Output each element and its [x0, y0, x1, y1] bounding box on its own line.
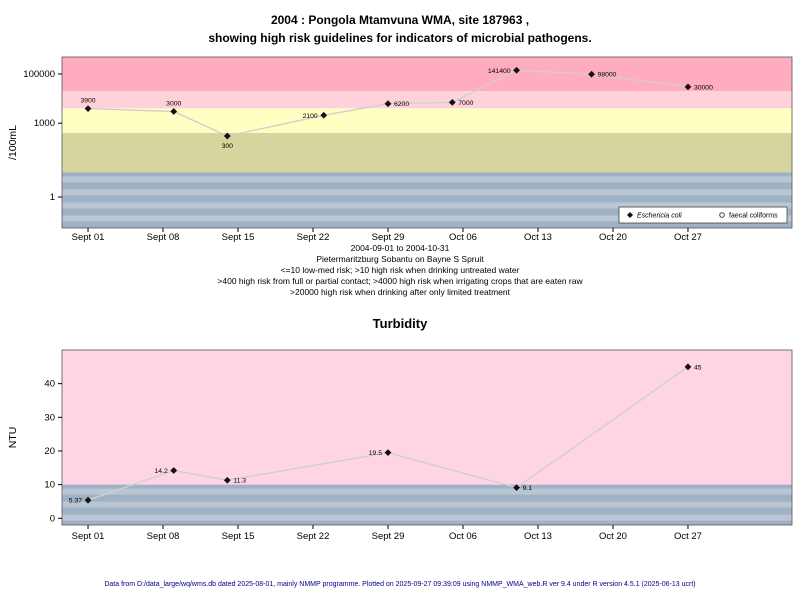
risk-band: [62, 91, 792, 109]
risk-band-stripe: [62, 202, 792, 209]
risk-band-stripe: [62, 501, 792, 508]
x-tick-label: Oct 20: [599, 531, 627, 542]
plot-border: [61, 349, 793, 526]
data-point-marker: [684, 363, 692, 371]
data-point-marker: [588, 70, 595, 78]
data-point-label: 11.3: [233, 478, 246, 485]
data-point-label: 6200: [394, 101, 409, 108]
y-tick-label: 10: [44, 480, 55, 491]
x-tick-label: Sept 01: [72, 531, 105, 542]
data-point-marker: [513, 484, 520, 492]
legend-label: faecal coliforms: [729, 213, 778, 220]
y-tick-label: 20: [44, 446, 55, 457]
caption-guideline-1: <=10 low-med risk; >10 high risk when dr…: [280, 265, 520, 275]
data-point-marker: [320, 111, 328, 119]
x-tick-label: Oct 13: [524, 232, 552, 243]
data-point-marker: [223, 476, 231, 484]
caption-guideline-2: >400 high risk from full or partial cont…: [217, 276, 583, 286]
data-point-marker: [170, 467, 178, 474]
x-tick-label: Sept 29: [372, 531, 405, 542]
x-tick-label: Sept 22: [297, 531, 330, 542]
x-tick-label: Oct 27: [674, 232, 702, 243]
y-tick-label: 30: [44, 412, 55, 423]
y-axis-label: /100mL: [7, 125, 19, 160]
legend-label: Eschericia coli: [637, 213, 682, 220]
data-point-label: 3000: [166, 100, 181, 107]
caption-guideline-3: >20000 high risk when drinking after onl…: [290, 287, 510, 297]
chart1-title-line2: showing high risk guidelines for indicat…: [208, 31, 592, 45]
x-tick-label: Sept 08: [147, 531, 180, 542]
x-tick-label: Oct 06: [449, 232, 477, 243]
data-point-marker: [684, 83, 692, 91]
data-point-marker: [223, 132, 231, 140]
x-tick-label: Oct 27: [674, 531, 702, 542]
risk-band-stripe: [62, 215, 792, 222]
risk-band-stripe: [62, 176, 792, 183]
x-tick-label: Sept 29: [372, 232, 405, 243]
data-point-marker: [84, 105, 92, 113]
risk-band-stripe: [62, 514, 792, 521]
data-point-marker: [170, 108, 178, 115]
y-tick-label: 0: [50, 513, 55, 524]
data-point-marker: [513, 66, 520, 74]
data-point-label: 3900: [80, 98, 95, 105]
y-tick-label: 100000: [23, 69, 55, 80]
x-tick-label: Sept 15: [222, 232, 255, 243]
x-tick-label: Sept 01: [72, 232, 105, 243]
y-tick-label: 1000: [34, 118, 55, 129]
data-point-label: 45: [694, 364, 702, 371]
legend-circle-icon: [719, 212, 725, 218]
x-tick-label: Oct 06: [449, 531, 477, 542]
data-point-marker: [448, 98, 456, 106]
risk-band: [62, 57, 792, 92]
data-point-label: 7000: [458, 100, 473, 107]
chart2-title: Turbidity: [372, 316, 428, 331]
data-point-marker: [384, 100, 392, 108]
risk-band-stripe: [62, 189, 792, 196]
x-tick-label: Sept 15: [222, 531, 255, 542]
data-point-marker: [384, 449, 392, 457]
plot-border: [61, 56, 793, 229]
chart1-title-line1: 2004 : Pongola Mtamvuna WMA, site 187963…: [270, 13, 530, 27]
risk-band-stripe: [62, 488, 792, 495]
data-point-label: 30000: [694, 84, 713, 91]
risk-band: [62, 108, 792, 133]
data-point-label: 14.2: [155, 468, 168, 475]
chart1-caption-block: 2004-09-01 to 2004-10-31 Pietermaritzbur…: [0, 243, 800, 298]
data-point-label: 98000: [598, 72, 617, 79]
y-axis-label: NTU: [7, 427, 19, 449]
legend-diamond-icon: [627, 212, 633, 218]
data-point-marker: [84, 496, 92, 504]
footer-note: Data from D:/data_large/wq/wms.db dated …: [104, 581, 696, 588]
legend-box: [618, 206, 788, 224]
caption-site-name: Pietermaritzburg Sobantu on Bayne S Spru…: [316, 254, 484, 264]
data-point-label: 5.37: [69, 498, 82, 505]
x-tick-label: Oct 13: [524, 531, 552, 542]
series-line: [87, 366, 689, 501]
x-tick-label: Sept 22: [297, 232, 330, 243]
risk-band: [62, 350, 792, 485]
data-point-label: 2100: [303, 113, 318, 120]
caption-date-range: 2004-09-01 to 2004-10-31: [350, 243, 450, 253]
x-tick-label: Oct 20: [599, 232, 627, 243]
y-tick-label: 40: [44, 379, 55, 390]
data-point-label: 141400: [488, 68, 511, 75]
data-point-label: 9.1: [523, 485, 533, 492]
data-point-label: 19.5: [369, 450, 382, 457]
data-point-label: 300: [222, 143, 234, 150]
y-tick-label: 1: [50, 192, 55, 203]
x-tick-label: Sept 08: [147, 232, 180, 243]
risk-band: [62, 132, 792, 173]
